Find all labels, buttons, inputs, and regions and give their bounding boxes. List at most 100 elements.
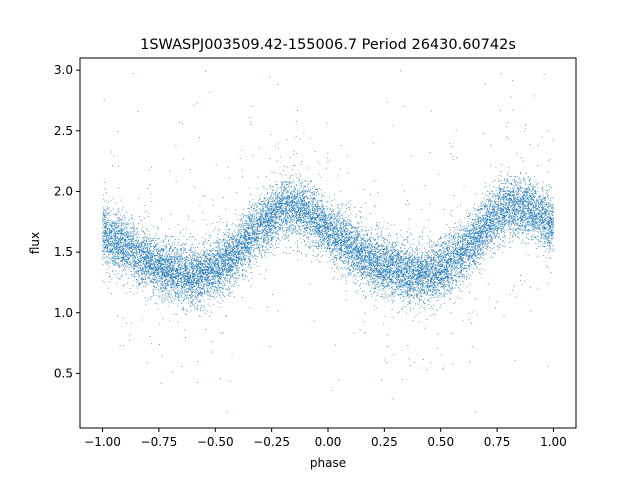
data-point (115, 261, 116, 262)
data-point (445, 273, 447, 275)
data-point (172, 283, 174, 285)
data-point (481, 251, 483, 253)
data-point (278, 213, 280, 215)
data-point (373, 248, 375, 250)
data-point (351, 263, 353, 265)
data-point (363, 257, 365, 259)
data-point (387, 266, 389, 268)
data-point (446, 253, 448, 255)
data-point (121, 258, 123, 260)
data-point (184, 244, 186, 246)
data-point (512, 236, 514, 238)
data-point (275, 231, 277, 233)
data-point (163, 284, 165, 286)
data-point (385, 287, 387, 289)
data-point (371, 244, 373, 246)
data-point (249, 235, 250, 237)
data-point (274, 225, 276, 227)
data-point (262, 235, 264, 237)
data-point (469, 283, 471, 285)
data-point (459, 219, 461, 221)
data-point (153, 262, 155, 264)
data-point (452, 246, 454, 248)
data-point (282, 226, 284, 228)
data-point (230, 270, 232, 272)
data-point (219, 289, 221, 291)
data-point (347, 257, 349, 259)
data-point (130, 227, 132, 229)
data-point (438, 265, 440, 267)
data-point (309, 221, 311, 223)
data-point (280, 211, 282, 213)
data-point (476, 266, 478, 268)
data-point (397, 261, 399, 263)
data-point (321, 248, 323, 250)
data-point (241, 237, 243, 239)
data-point (131, 248, 133, 250)
data-point (117, 220, 119, 222)
data-point (466, 252, 468, 254)
data-point (410, 266, 412, 268)
data-point (229, 281, 231, 283)
data-point (307, 216, 309, 218)
data-point (520, 198, 522, 200)
data-point (295, 211, 297, 213)
data-point (305, 254, 307, 255)
data-point (304, 180, 306, 181)
data-point (319, 231, 321, 232)
data-point (534, 224, 536, 226)
data-point (391, 248, 393, 250)
data-point (155, 281, 157, 283)
data-point (384, 242, 386, 244)
data-point (436, 261, 438, 263)
data-point (262, 230, 263, 231)
data-point (218, 285, 220, 287)
data-point (347, 238, 349, 240)
data-point (162, 268, 164, 270)
data-point (176, 248, 178, 250)
data-point (230, 257, 232, 259)
data-point (130, 232, 132, 234)
data-point (154, 287, 156, 289)
data-point (387, 282, 389, 284)
data-point (537, 165, 539, 166)
data-point (433, 269, 435, 271)
data-point (548, 198, 549, 199)
data-point (430, 301, 432, 303)
data-point (141, 260, 143, 262)
data-point (279, 208, 280, 210)
data-point (482, 219, 484, 221)
data-point (135, 255, 137, 257)
data-point (440, 280, 442, 282)
data-point (383, 288, 384, 290)
data-point (143, 260, 145, 262)
data-point (345, 248, 347, 250)
data-point (378, 270, 380, 272)
data-point (255, 229, 257, 231)
data-point (156, 259, 158, 260)
data-point (410, 249, 412, 251)
data-point (307, 232, 309, 233)
data-point (181, 262, 183, 264)
data-point (527, 199, 529, 201)
data-point (467, 229, 469, 231)
data-point (177, 297, 179, 299)
data-point (200, 274, 202, 276)
data-point (141, 244, 143, 246)
data-point (434, 245, 436, 247)
data-point (549, 246, 551, 248)
data-point (237, 239, 239, 241)
data-point (397, 277, 399, 279)
data-point (480, 242, 482, 243)
data-point (444, 283, 446, 285)
data-point (293, 213, 295, 215)
data-point (249, 117, 250, 119)
data-point (398, 279, 400, 281)
data-point (276, 217, 278, 219)
data-point (185, 337, 186, 338)
data-point (516, 218, 518, 220)
data-point (161, 271, 163, 273)
data-points (102, 70, 554, 414)
data-point (498, 218, 500, 220)
data-point (205, 255, 207, 257)
